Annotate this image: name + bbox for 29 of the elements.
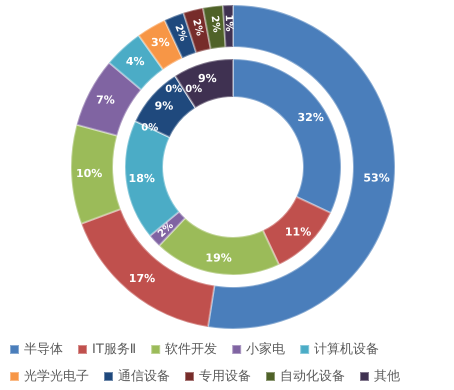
legend-label: 通信设备 [118,369,170,384]
legend-label: 自动化设备 [280,369,345,384]
data-label: 3% [151,36,170,50]
data-label: 11% [284,226,312,239]
data-label: 32% [298,111,324,124]
data-label: 17% [128,272,156,286]
data-label: 9% [198,72,217,86]
legend-label: IT服务Ⅱ [92,342,136,357]
data-label: 18% [128,172,155,186]
data-label: 10% [76,167,102,180]
data-label: 2% [208,15,222,34]
legend-label: 软件开发 [165,342,218,357]
data-label: 1% [222,14,234,32]
legend-label: 计算机设备 [314,342,380,357]
text: 0% [165,84,182,95]
legend-label: 其他 [374,369,400,384]
text: 0% [185,84,202,95]
data-label: 53% [363,172,390,185]
legend-label: 专用设备 [199,369,251,384]
data-label: 2% [190,18,205,38]
data-label: 9% [154,100,174,113]
legend-label: 半导体 [24,342,63,357]
data-label: 2% [156,220,176,240]
legend-label: 小家电 [246,341,286,357]
data-label: 4% [126,54,145,68]
legend-label: 光学光电子 [24,369,89,384]
data-label: 2% [172,23,189,43]
data-label: 7% [96,94,115,107]
data-label: 19% [205,251,232,264]
